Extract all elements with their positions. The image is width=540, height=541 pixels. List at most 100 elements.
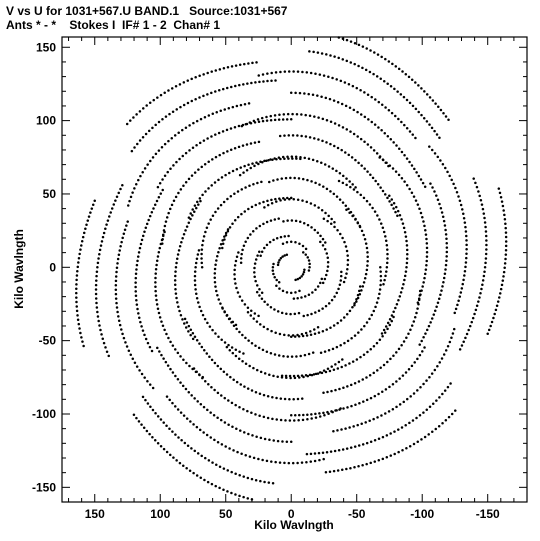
uv-point: [331, 347, 335, 351]
uv-point: [337, 124, 341, 127]
uv-point: [304, 113, 307, 117]
uv-point: [319, 234, 322, 238]
uv-point: [366, 143, 370, 146]
uv-point: [283, 157, 286, 160]
uv-point: [420, 289, 423, 292]
uv-point: [360, 422, 363, 426]
uv-point: [234, 472, 237, 476]
uv-point: [365, 199, 369, 203]
uv-point: [369, 396, 373, 400]
uv-point: [370, 313, 374, 317]
uv-point: [171, 371, 175, 374]
uv-point: [407, 368, 411, 371]
y-axis-label: Kilo Wavlngth: [12, 229, 26, 309]
uv-point: [149, 405, 152, 408]
uv-point: [206, 321, 209, 325]
uv-point: [140, 423, 143, 426]
uv-point: [378, 338, 382, 341]
uv-point: [323, 413, 326, 417]
uv-point: [389, 432, 392, 435]
uv-point: [279, 199, 282, 202]
uv-point: [97, 257, 100, 260]
uv-point: [263, 246, 266, 250]
uv-point: [465, 252, 468, 255]
uv-point: [270, 201, 274, 205]
uv-point: [384, 412, 387, 415]
uv-point: [384, 106, 387, 109]
uv-point: [234, 348, 238, 351]
uv-point: [335, 78, 338, 81]
uv-point: [146, 163, 149, 166]
uv-point: [114, 297, 118, 300]
uv-point: [493, 312, 496, 316]
uv-point: [305, 200, 309, 204]
uv-point: [81, 340, 84, 343]
uv-point: [161, 188, 164, 192]
uv-point: [165, 424, 168, 427]
uv-point: [118, 323, 122, 327]
uv-point: [413, 167, 416, 171]
uv-point: [290, 355, 294, 358]
uv-point: [257, 120, 261, 124]
uv-point: [135, 113, 138, 116]
uv-point: [259, 370, 263, 374]
uv-point: [376, 369, 379, 372]
uv-point: [365, 321, 369, 324]
uv-point: [271, 158, 274, 161]
uv-point: [175, 108, 178, 111]
uv-point: [320, 161, 323, 164]
uv-point: [249, 314, 253, 317]
uv-point: [134, 290, 137, 293]
uv-point: [106, 219, 110, 222]
uv-point: [219, 203, 223, 207]
uv-point: [377, 126, 380, 129]
uv-point: [423, 276, 426, 280]
uv-point: [301, 177, 305, 181]
uv-point: [423, 272, 427, 276]
uv-point: [416, 389, 419, 392]
uv-point: [101, 337, 104, 340]
uv-point: [262, 200, 265, 204]
uv-point: [372, 149, 376, 152]
uv-point: [96, 261, 100, 265]
uv-point: [238, 295, 242, 298]
uv-point: [234, 64, 238, 67]
uv-point: [151, 156, 155, 159]
uv-point: [177, 131, 180, 134]
uv-point: [298, 413, 301, 417]
uv-point: [210, 184, 213, 187]
uv-point: [381, 435, 385, 439]
uv-point: [230, 346, 234, 349]
uv-point: [141, 234, 145, 238]
uv-point: [332, 368, 336, 372]
uv-point: [336, 429, 339, 432]
uv-point: [234, 323, 238, 327]
uv-point: [291, 461, 295, 465]
uv-point: [155, 298, 158, 302]
uv-point: [395, 144, 398, 147]
uv-point: [415, 416, 418, 420]
uv-point: [403, 180, 406, 183]
uv-point: [193, 335, 197, 339]
uv-point: [423, 224, 426, 228]
uv-point: [200, 248, 204, 251]
uv-point: [425, 250, 429, 254]
uv-point: [374, 179, 377, 183]
uv-point: [185, 225, 189, 228]
uv-point: [337, 36, 341, 39]
uv-point: [371, 176, 375, 180]
uv-point: [376, 183, 380, 186]
uv-point: [268, 438, 271, 442]
uv-point: [391, 62, 394, 66]
uv-point: [206, 480, 210, 484]
uv-point: [307, 352, 311, 356]
uv-point: [300, 461, 304, 464]
uv-point: [420, 438, 423, 441]
uv-point: [211, 158, 214, 161]
uv-point: [300, 332, 304, 336]
uv-point: [154, 276, 157, 280]
uv-point: [196, 452, 200, 455]
uv-point: [340, 428, 343, 431]
uv-point: [358, 224, 362, 228]
uv-point: [364, 272, 368, 276]
